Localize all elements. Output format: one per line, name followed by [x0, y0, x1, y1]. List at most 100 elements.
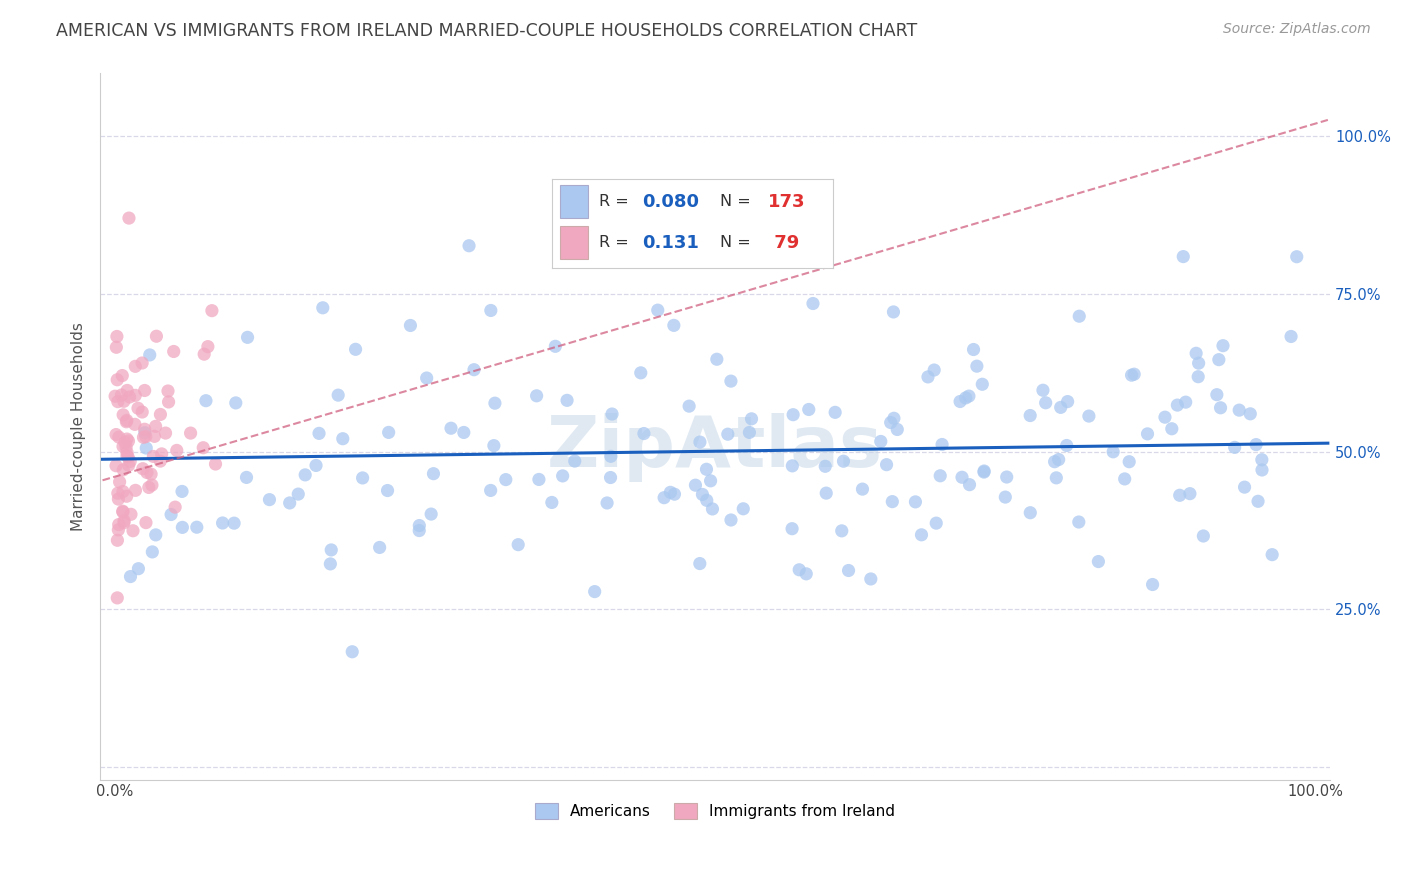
Point [134, 425, 156, 440]
Point [917, 370, 939, 384]
Point [630, 366, 652, 380]
Point [145, 329, 167, 343]
Point [652, 491, 675, 505]
Point [664, 487, 686, 501]
Point [1212, 339, 1234, 353]
Point [1239, 407, 1261, 421]
Point [782, 408, 804, 422]
Point [115, 432, 138, 446]
Point [124, 359, 146, 374]
Point [141, 545, 163, 559]
Point [110, 388, 132, 402]
Point [544, 339, 567, 353]
Point [1142, 577, 1164, 591]
Point [1227, 403, 1250, 417]
Point [702, 502, 724, 516]
Point [420, 507, 443, 521]
Point [118, 458, 141, 473]
Point [107, 533, 129, 548]
Point [1185, 346, 1208, 360]
Point [1019, 409, 1042, 423]
Text: R =: R = [599, 194, 630, 209]
Point [120, 454, 142, 468]
Point [105, 427, 128, 442]
Point [132, 430, 155, 444]
Point [1178, 486, 1201, 500]
Point [1174, 395, 1197, 409]
Point [815, 486, 838, 500]
Point [204, 457, 226, 471]
Point [194, 393, 217, 408]
Point [225, 396, 247, 410]
Point [377, 425, 399, 440]
Point [955, 391, 977, 405]
Point [1121, 368, 1143, 383]
Point [143, 429, 166, 443]
Point [995, 470, 1018, 484]
Point [1166, 398, 1188, 412]
Point [526, 389, 548, 403]
Point [104, 389, 127, 403]
Point [193, 347, 215, 361]
Point [408, 518, 430, 533]
Point [695, 462, 717, 476]
Point [278, 496, 301, 510]
Point [124, 483, 146, 498]
Point [172, 520, 194, 534]
Point [696, 493, 718, 508]
Point [105, 458, 128, 473]
Point [112, 514, 135, 528]
Point [1118, 455, 1140, 469]
Text: 0.080: 0.080 [641, 193, 699, 211]
Point [145, 419, 167, 434]
Text: ZipAtlas: ZipAtlas [547, 413, 883, 482]
Point [224, 516, 246, 531]
Point [859, 572, 882, 586]
Point [166, 443, 188, 458]
Point [717, 427, 740, 442]
Point [1045, 471, 1067, 485]
Point [1019, 506, 1042, 520]
Point [115, 440, 138, 454]
Point [463, 362, 485, 376]
Point [131, 356, 153, 370]
Point [801, 296, 824, 310]
Point [134, 422, 156, 436]
Point [111, 368, 134, 383]
Point [1168, 488, 1191, 502]
Point [112, 408, 135, 422]
Text: R =: R = [599, 235, 630, 250]
Point [112, 463, 135, 477]
Point [120, 508, 142, 522]
Point [1285, 250, 1308, 264]
Point [1077, 409, 1099, 423]
Text: Source: ZipAtlas.com: Source: ZipAtlas.com [1223, 22, 1371, 37]
Point [1043, 455, 1066, 469]
Point [738, 425, 761, 440]
Point [108, 475, 131, 489]
Point [422, 467, 444, 481]
Point [136, 466, 159, 480]
Point [115, 489, 138, 503]
Point [105, 373, 128, 387]
Point [780, 522, 803, 536]
Point [440, 421, 463, 435]
Point [600, 407, 623, 421]
Point [876, 458, 898, 472]
Point [135, 516, 157, 530]
Point [599, 470, 621, 484]
Point [117, 434, 139, 448]
Point [124, 388, 146, 402]
Point [879, 416, 901, 430]
Point [107, 523, 129, 537]
Point [201, 303, 224, 318]
Point [882, 305, 904, 319]
Point [112, 394, 135, 409]
Point [114, 435, 136, 450]
Text: 173: 173 [768, 193, 806, 211]
Point [197, 340, 219, 354]
Point [294, 467, 316, 482]
Point [922, 363, 945, 377]
Point [321, 543, 343, 558]
Point [142, 450, 165, 464]
